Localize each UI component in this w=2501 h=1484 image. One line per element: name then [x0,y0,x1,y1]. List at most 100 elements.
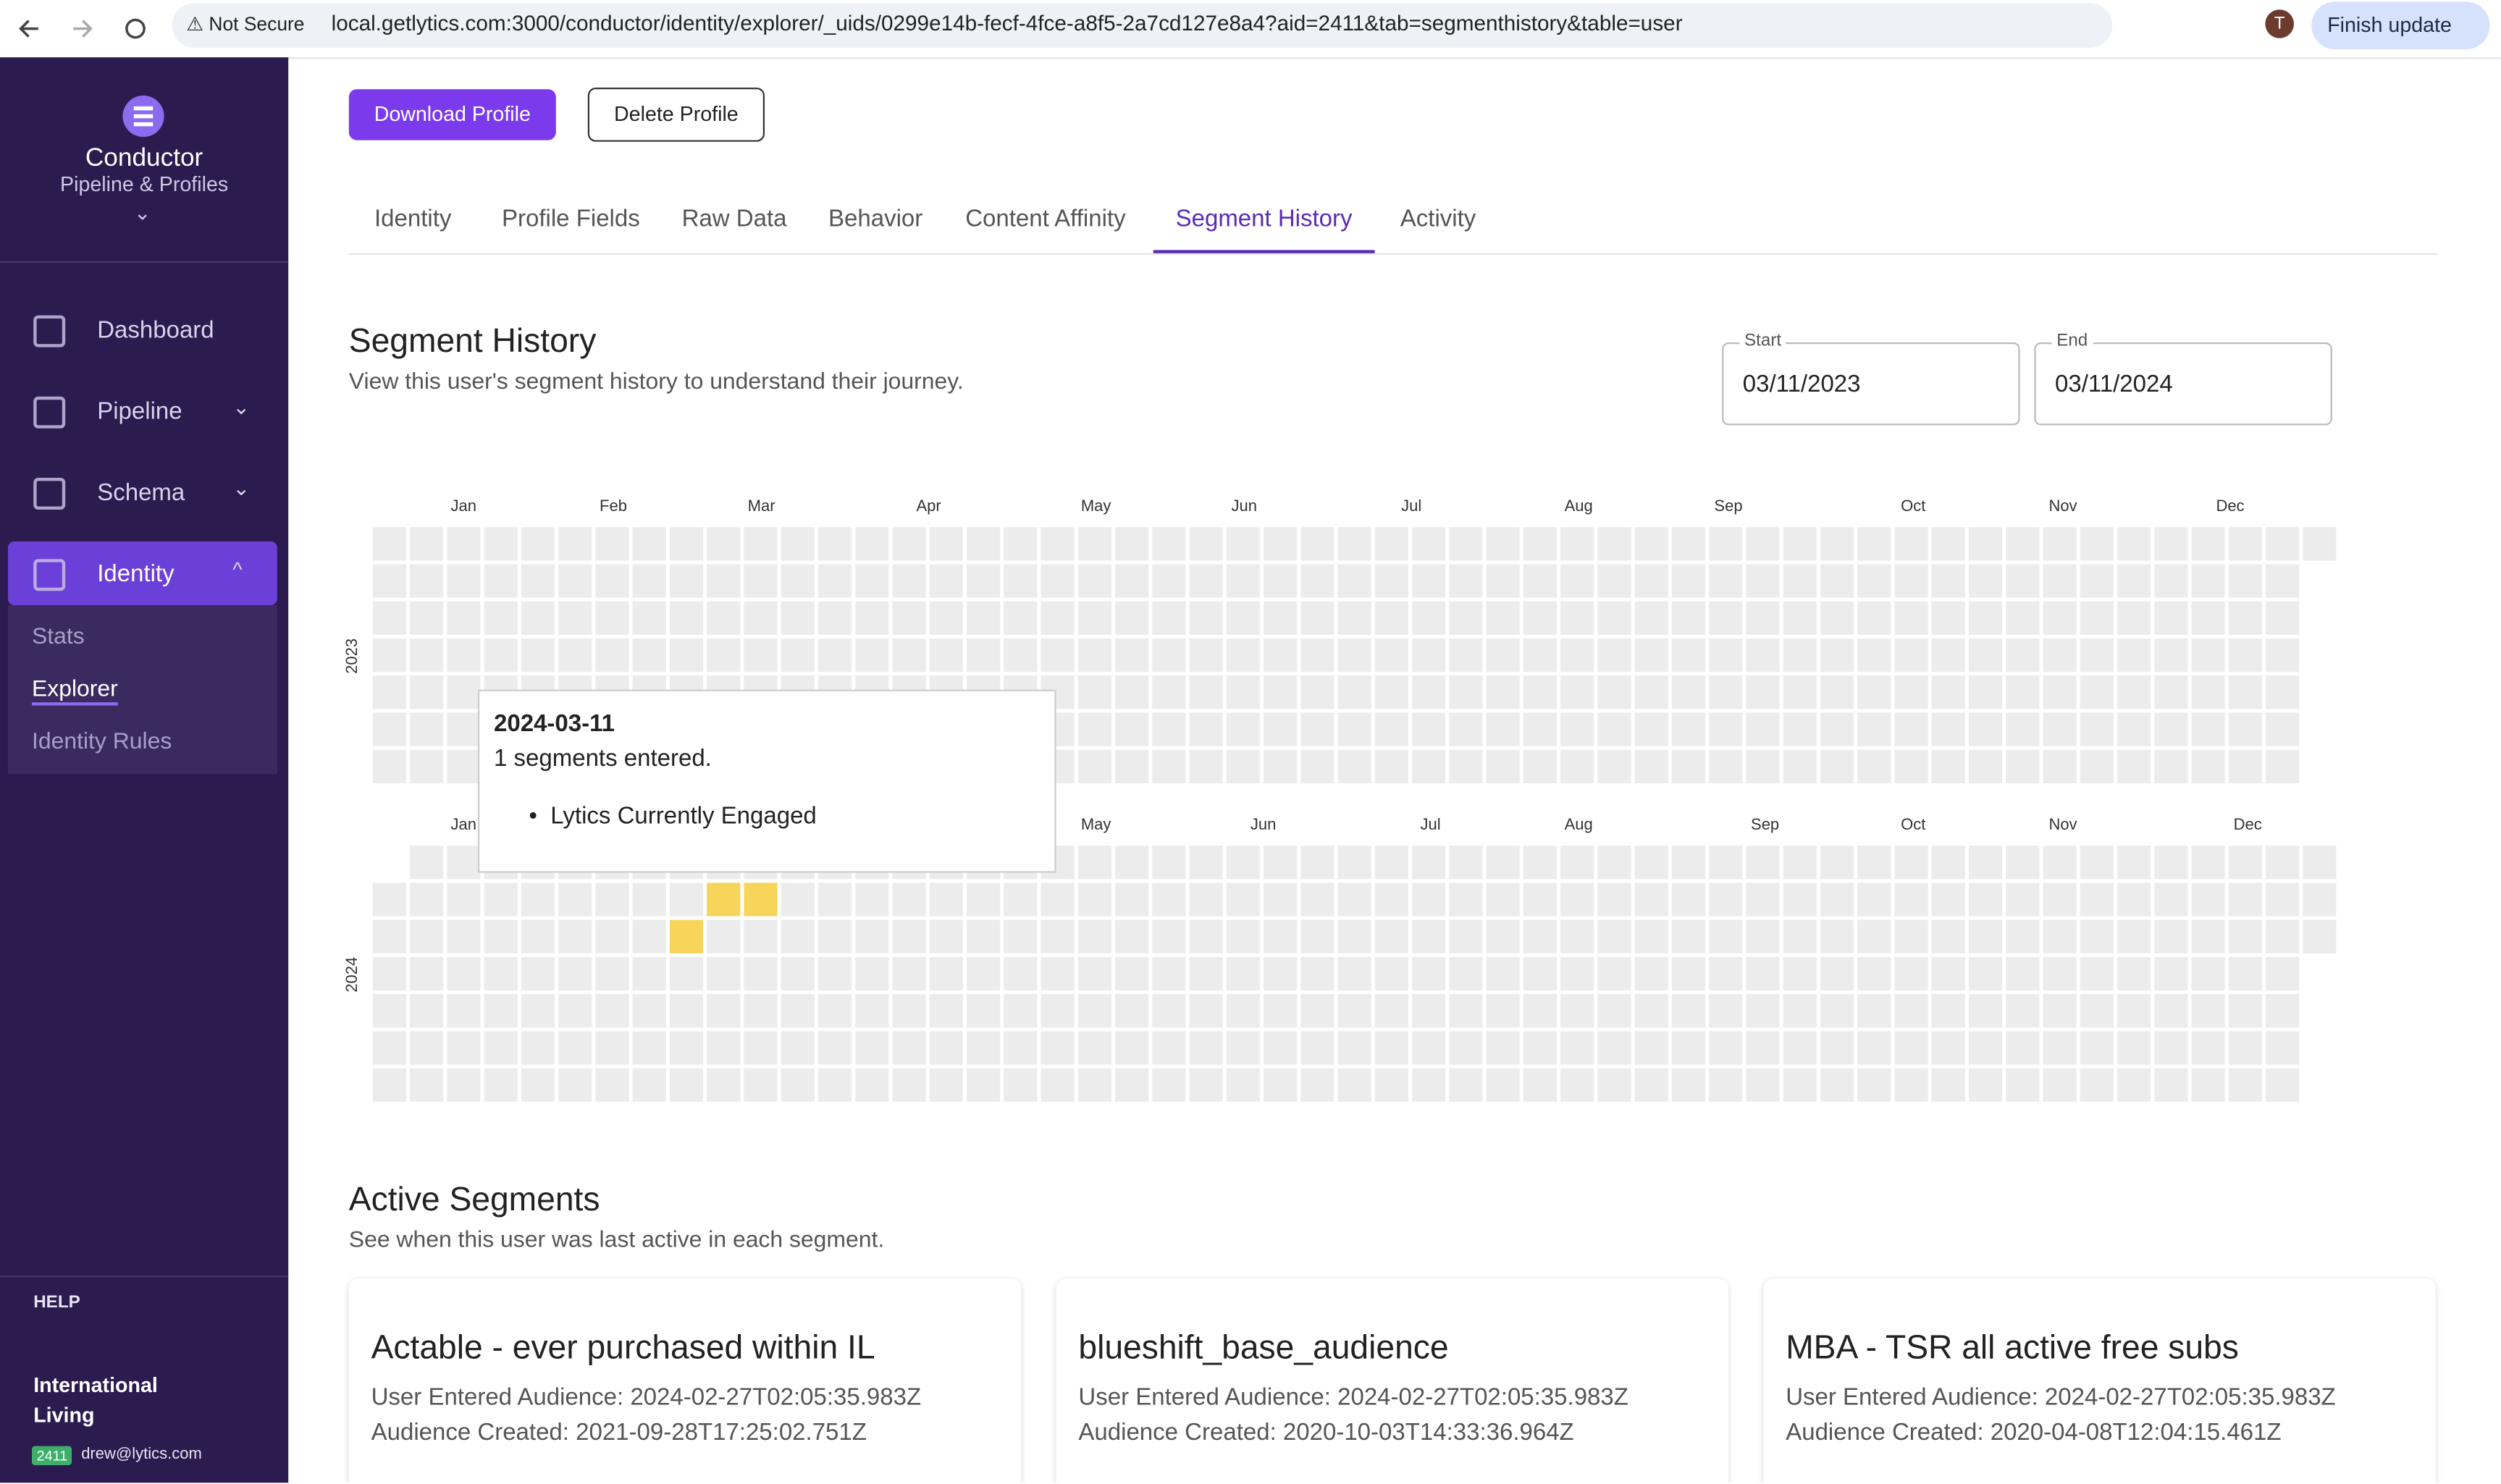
day-cell [1337,919,1371,953]
help-label[interactable]: HELP [33,1293,80,1312]
day-cell [1115,601,1149,635]
day-cell [1077,882,1111,916]
day-cell [1374,994,1409,1028]
end-field[interactable]: End 03/11/2024 [2034,331,2332,426]
day-cell [1671,601,1706,635]
day-cell [1709,749,1743,783]
month-label: Apr [916,497,941,515]
day-cell [1671,638,1706,673]
day-cell [1300,1068,1334,1102]
created-date: Audience Created: 2020-10-03T14:33:36.96… [1078,1419,1574,1446]
day-cell [1523,712,1558,746]
day-cell [1226,601,1260,635]
start-field[interactable]: Start 03/11/2023 [1722,331,2020,426]
tab[interactable]: Content Affinity [965,205,1126,233]
day-cell [2191,638,2225,673]
day-cell [447,712,481,746]
day-cell [1077,749,1111,783]
day-cell [1634,601,1668,635]
day-cell [1968,601,2003,635]
day-cell [1337,527,1371,561]
nav-item[interactable]: Schema [97,479,185,507]
day-cell [1783,712,1817,746]
day-cell [1709,1031,1743,1065]
segment-card[interactable]: blueshift_base_audience User Entered Audi… [1056,1278,1728,1483]
day-cell [410,882,444,916]
day-cell [1523,919,1558,953]
url[interactable]: local.getlytics.com:3000/conductor/ident… [331,11,1683,35]
day-cell [447,564,481,598]
subnav-item[interactable]: Stats [32,624,85,650]
address-bar[interactable] [172,3,2113,48]
day-cell [1449,846,1483,880]
day-cell [1783,675,1817,709]
day-cell [966,919,1001,953]
day-cell [1671,846,1706,880]
nav-item[interactable]: Dashboard [97,316,214,345]
nav-item[interactable]: Pipeline [97,398,182,426]
day-cell [855,564,889,598]
day-cell [2266,882,2300,916]
tab[interactable]: Activity [1400,205,1476,233]
day-cell [744,601,778,635]
day-cell [1894,919,1928,953]
subnav-item[interactable]: Explorer [32,677,118,706]
day-cell [1041,882,1075,916]
nav-item[interactable]: Identity [97,560,175,588]
nav-chevron[interactable]: ⌄ [232,476,251,500]
nav-buttons[interactable] [16,13,159,45]
day-cell [1931,749,1965,783]
day-cell [1820,749,1854,783]
day-cell [632,564,666,598]
day-cell [2228,564,2262,598]
update-button[interactable]: Finish update [2311,1,2490,50]
day-cell [372,675,406,709]
chevron[interactable]: ⌄ [133,201,151,225]
day-cell [2228,994,2262,1028]
day-cell [2228,882,2262,916]
day-cell [1671,675,1706,709]
download-button[interactable]: Download Profile [348,89,556,140]
day-cell [521,956,555,991]
day-cell [1894,846,1928,880]
day-cell [1968,882,2003,916]
nav-chevron[interactable]: ⌄ [232,395,251,419]
day-cell [1820,527,1854,561]
subnav-item[interactable]: Identity Rules [32,729,172,755]
day-cell [1820,675,1854,709]
day-cell [2154,1068,2188,1102]
day-cell [1226,749,1260,783]
day-cell [1486,846,1520,880]
tab[interactable]: Segment History [1175,205,1353,233]
tab[interactable]: Behavior [828,205,923,233]
day-cell [1412,1031,1446,1065]
day-cell [1709,1068,1743,1102]
day-cell [2266,846,2300,880]
avatar[interactable]: T [2265,9,2294,38]
nav-chevron[interactable]: ^ [232,557,243,581]
segment-card[interactable]: MBA - TSR all active free subs User Enter… [1763,1278,2436,1483]
delete-button[interactable]: Delete Profile [587,88,765,142]
day-cell [1820,601,1854,635]
day-cell [521,564,555,598]
day-cell [2080,1068,2114,1102]
day-cell [855,527,889,561]
day-cell [1634,1031,1668,1065]
segment-card[interactable]: Actable - ever purchased within IL User E… [348,1278,1022,1483]
day-cell [1449,882,1483,916]
day-cell [2043,919,2077,953]
day-cell [781,919,815,953]
day-cell [632,601,666,635]
active-nav-bg [8,541,277,605]
day-cell [1634,882,1668,916]
day-cell [2043,749,2077,783]
day-cell [1894,994,1928,1028]
day-cell [1783,564,1817,598]
day-cell [929,527,963,561]
day-cell [1931,956,1965,991]
tab[interactable]: Profile Fields [502,205,640,233]
day-cell [2154,638,2188,673]
tab[interactable]: Identity [374,205,452,233]
tab[interactable]: Raw Data [681,205,787,233]
